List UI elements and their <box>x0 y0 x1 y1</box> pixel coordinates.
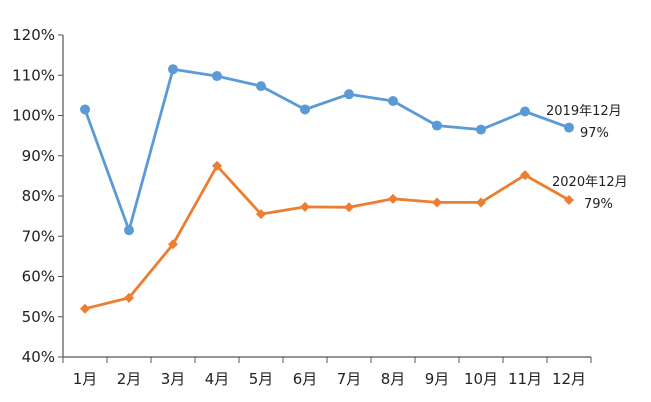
series-0-point <box>80 104 90 115</box>
axes <box>58 34 592 363</box>
series-1-point <box>256 209 266 220</box>
series-0-point <box>476 124 486 135</box>
series-1-point <box>212 160 222 171</box>
y-tick-label: 120% <box>12 26 55 44</box>
series-0-point <box>168 64 178 75</box>
series-0-point <box>432 120 442 131</box>
x-tick-label: 1月 <box>73 370 98 388</box>
y-tick-label: 110% <box>12 66 55 84</box>
y-tick-label: 50% <box>22 308 55 326</box>
y-tick-labels: 40% 50% 60% 70% 80% 90% 100% 110% 120% <box>12 26 55 366</box>
series-0-point <box>344 89 354 100</box>
y-tick-label: 80% <box>22 187 55 205</box>
series-0-point <box>388 96 398 107</box>
annotation-2019-dec-value: 97% <box>580 126 609 141</box>
y-tick-label: 60% <box>22 268 55 286</box>
series-1-point <box>168 239 178 250</box>
x-tick-label: 4月 <box>205 370 230 388</box>
series-0-point <box>124 225 134 236</box>
series-1-point <box>520 170 530 181</box>
annotation-2020-dec-label: 2020年12月 <box>552 175 628 190</box>
x-tick-label: 10月 <box>464 370 498 388</box>
series-1-point <box>432 197 442 208</box>
x-tick-label: 2月 <box>117 370 142 388</box>
x-tick-label: 5月 <box>249 370 274 388</box>
series-0-line <box>83 67 570 232</box>
series-1-point <box>388 193 398 204</box>
series-1-line <box>84 164 570 311</box>
series-0-point <box>520 106 530 117</box>
x-tick-label: 7月 <box>337 370 362 388</box>
x-tick-label: 8月 <box>381 370 406 388</box>
y-tick-label: 40% <box>22 348 55 366</box>
y-tick-label: 90% <box>22 147 55 165</box>
y-tick-label: 70% <box>22 227 55 245</box>
series-0-point <box>212 71 222 82</box>
annotations: 2019年12月 97% 2020年12月 79% <box>546 104 628 212</box>
x-tick-label: 3月 <box>161 370 186 388</box>
series-markers <box>80 64 574 314</box>
series-1-point <box>564 195 574 206</box>
annotation-2020-dec-value: 79% <box>584 197 613 212</box>
series-1-point <box>476 197 486 208</box>
series-0-point <box>300 104 310 115</box>
x-tick-label: 6月 <box>293 370 318 388</box>
x-tick-labels: 1月 2月 3月 4月 5月 6月 7月 8月 9月 10月 11月 12月 <box>73 370 586 388</box>
annotation-2019-dec-label: 2019年12月 <box>546 104 622 119</box>
series-lines <box>83 67 570 311</box>
series-0-point <box>564 122 574 133</box>
y-tick-label: 100% <box>12 107 55 125</box>
x-tick-label: 12月 <box>552 370 586 388</box>
series-1-point <box>300 201 310 212</box>
x-tick-label: 9月 <box>425 370 450 388</box>
series-1-point <box>80 303 90 314</box>
series-1-point <box>344 202 354 213</box>
series-1-point <box>124 292 134 303</box>
x-tick-label: 11月 <box>508 370 542 388</box>
series-0-point <box>256 81 266 92</box>
